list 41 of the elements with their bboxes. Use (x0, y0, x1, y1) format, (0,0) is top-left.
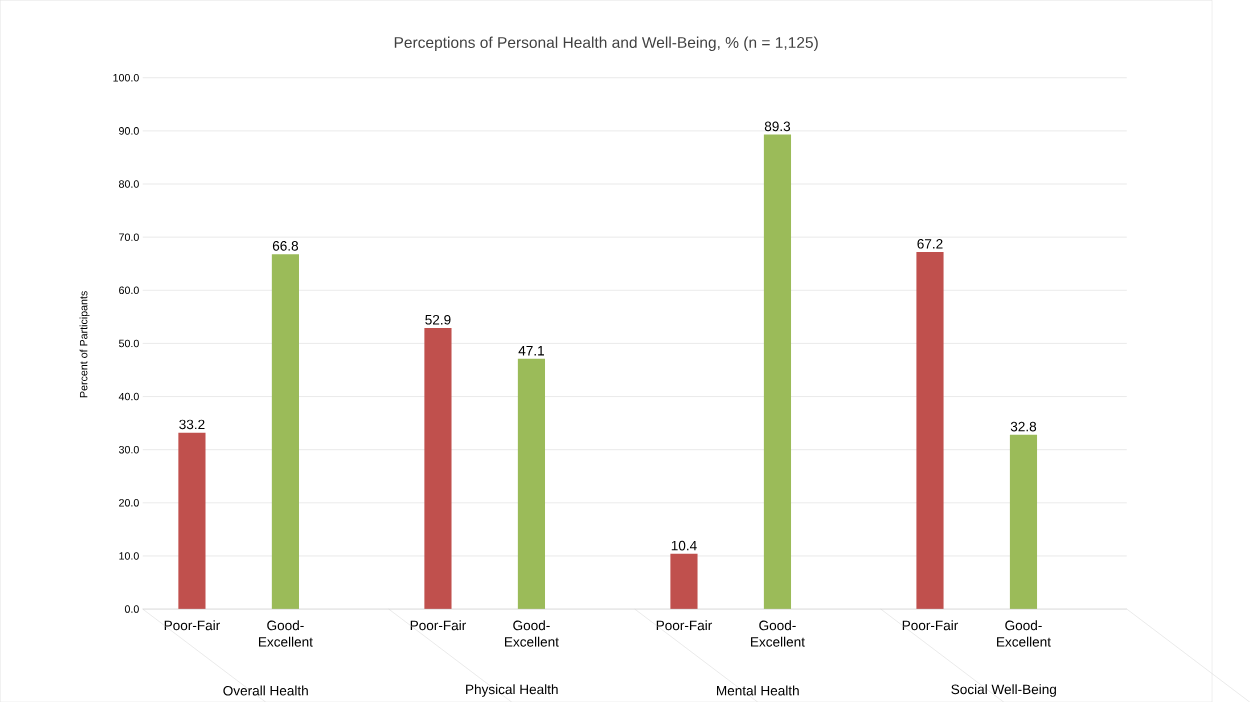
bar (1009, 434, 1038, 609)
bar (517, 358, 546, 609)
text: Good-Excellent (751, 620, 805, 647)
data-label: 67.2 (917, 238, 943, 249)
text: Good-Excellent (997, 620, 1051, 647)
x-tick-label: Overall Health (223, 685, 308, 696)
y-tick-label: 30.0 (118, 445, 139, 454)
text: Good-Excellent (258, 620, 313, 647)
y-tick-label: 20.0 (119, 498, 139, 507)
data-label: 47.1 (518, 345, 544, 356)
bar (424, 327, 452, 609)
y-axis-title: Percent of Participants (79, 290, 90, 397)
bar (178, 432, 206, 609)
text: Poor-Fair (656, 620, 713, 631)
series-label: Poor-Fair (164, 620, 220, 631)
data-label: 66.8 (272, 240, 299, 251)
x-tick-label: Social Well-Being (951, 684, 1056, 697)
x-tick-label: Physical Health (466, 684, 558, 697)
y-tick-label: 0.0 (124, 605, 139, 613)
y-tick-label: 80.0 (119, 180, 139, 188)
text: Poor-Fair (410, 620, 467, 631)
bar (763, 134, 792, 609)
data-label: 52.9 (425, 314, 451, 325)
x-tick-label: Mental Health (717, 685, 799, 696)
y-tick-label: 50.0 (118, 339, 139, 348)
data-label: 33.2 (179, 419, 205, 430)
bar (670, 553, 698, 609)
data-label: 32.8 (1010, 421, 1037, 432)
bar (271, 253, 299, 609)
y-tick-label: 60.0 (119, 286, 139, 294)
text: Poor-Fair (902, 620, 959, 631)
data-label: 10.4 (671, 540, 697, 551)
bar (916, 251, 944, 609)
data-label: 89.3 (764, 121, 791, 132)
y-tick-label: 90.0 (119, 126, 139, 135)
series-label: Good-Excellent (505, 620, 559, 647)
chart-title: Perceptions of Personal Health and Well-Being, % (n = 1,125) (394, 36, 818, 51)
y-tick-label: 10.0 (119, 552, 139, 560)
y-tick-label: 70.0 (119, 233, 139, 241)
y-tick-label: 40.0 (118, 392, 139, 401)
y-tick-label: 100.0 (113, 73, 139, 82)
